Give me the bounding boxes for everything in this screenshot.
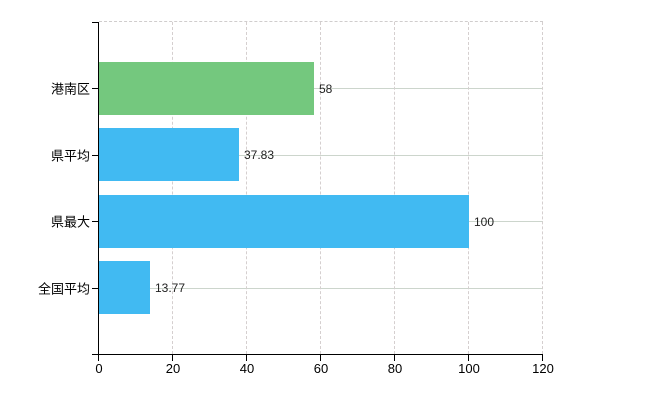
bar xyxy=(99,261,150,314)
x-axis-tick xyxy=(246,355,247,361)
y-axis-tick xyxy=(92,288,98,289)
y-axis-tick xyxy=(92,155,98,156)
y-axis-tick xyxy=(92,88,98,89)
bar-value-label: 100 xyxy=(474,214,495,229)
x-axis-tick xyxy=(542,355,543,361)
y-axis-label: 県平均 xyxy=(50,148,90,164)
x-axis-tick xyxy=(394,355,395,361)
horizontal-gridline xyxy=(99,155,543,156)
y-axis-tick xyxy=(92,221,98,222)
x-axis-tick xyxy=(468,355,469,361)
plot-area: 58 37.83 100 13.77 xyxy=(98,21,543,355)
bar-row: 58 xyxy=(99,62,543,115)
bar-value-label: 13.77 xyxy=(155,280,186,295)
vertical-gridline xyxy=(394,22,395,354)
y-axis-label: 全国平均 xyxy=(37,281,90,297)
vertical-gridline xyxy=(320,22,321,354)
bar xyxy=(99,128,239,181)
y-axis-label: 県最大 xyxy=(50,214,90,230)
vertical-gridline xyxy=(542,22,543,354)
x-axis-tick xyxy=(172,355,173,361)
vertical-gridline xyxy=(172,22,173,354)
x-axis-tick-label: 40 xyxy=(239,361,255,376)
x-axis-tick-label: 100 xyxy=(458,361,480,376)
bar-row: 13.77 xyxy=(99,261,543,314)
x-axis-tick-label: 80 xyxy=(387,361,403,376)
plot-top-border xyxy=(99,21,543,22)
x-axis-tick-label: 120 xyxy=(532,361,554,376)
bar xyxy=(99,62,314,115)
x-axis-tick xyxy=(98,355,99,361)
bar-value-label: 37.83 xyxy=(244,147,275,162)
bar-row: 37.83 xyxy=(99,128,543,181)
bar-row: 100 xyxy=(99,195,543,248)
bar xyxy=(99,195,469,248)
vertical-gridline xyxy=(246,22,247,354)
x-axis-tick xyxy=(320,355,321,361)
horizontal-gridline xyxy=(99,88,543,89)
y-axis-tick xyxy=(92,354,98,355)
bar-value-label: 58 xyxy=(319,81,333,96)
x-axis-tick-label: 60 xyxy=(313,361,329,376)
x-axis-tick-label: 20 xyxy=(165,361,181,376)
x-axis-tick-label: 0 xyxy=(95,361,103,376)
y-axis-tick xyxy=(92,22,98,23)
vertical-gridline xyxy=(468,22,469,354)
y-axis-label: 港南区 xyxy=(50,81,90,97)
horizontal-gridline xyxy=(99,288,543,289)
